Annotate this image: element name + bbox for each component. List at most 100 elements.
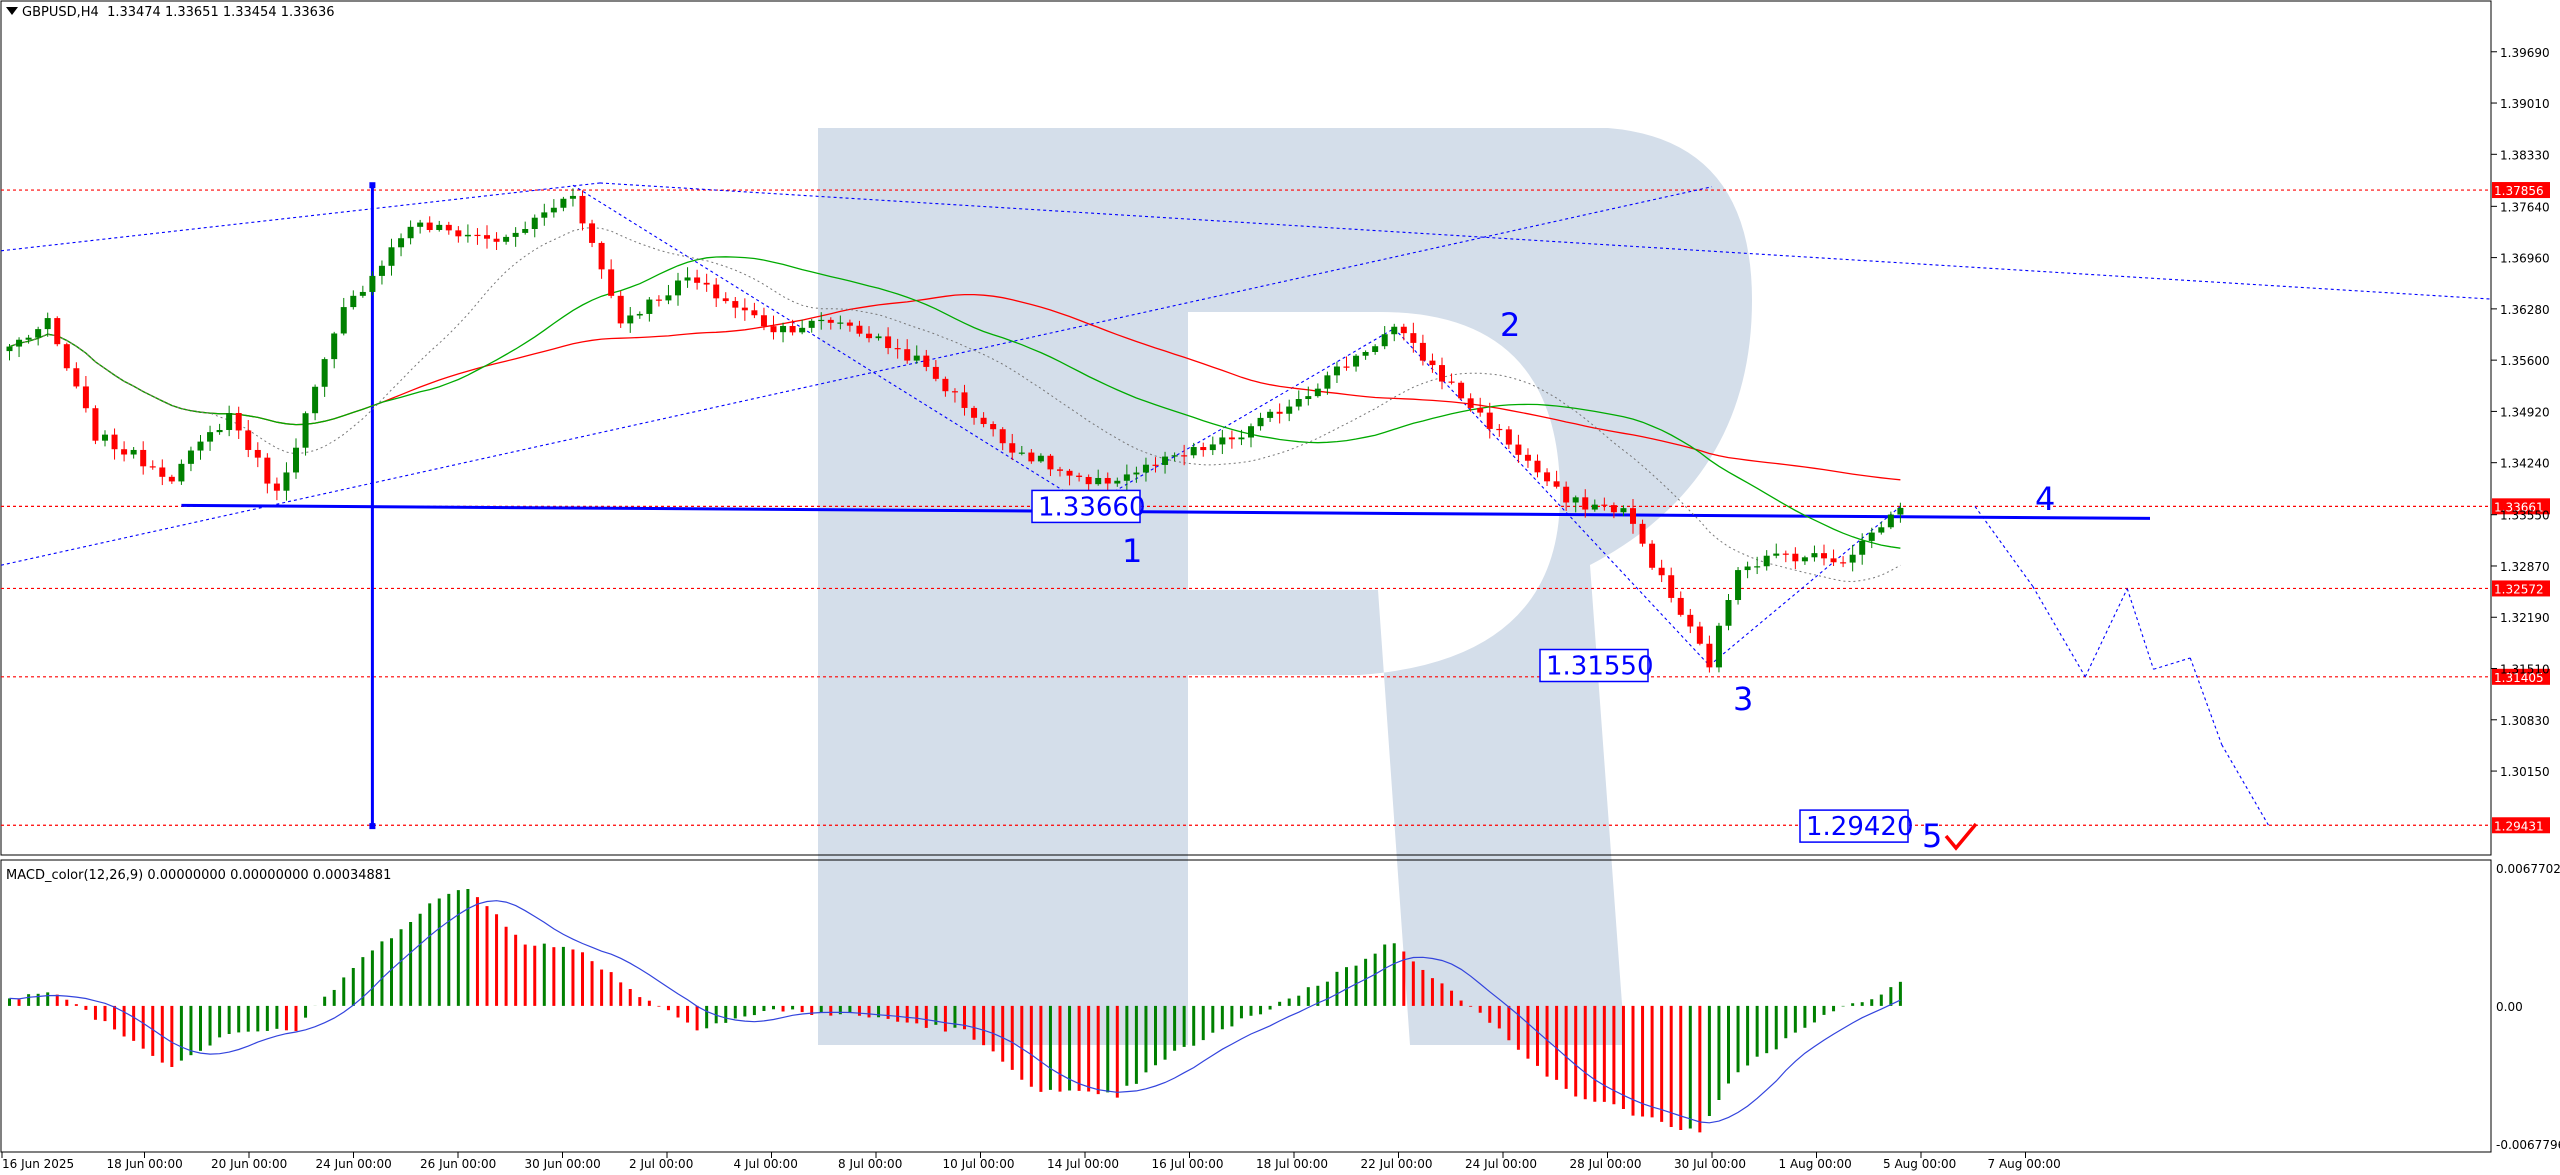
ma-fast-line: [9, 256, 1901, 549]
candle-body: [751, 310, 758, 316]
candle-body: [388, 247, 395, 266]
x-tick-label: 7 Aug 00:00: [1988, 1157, 2061, 1171]
forecast-segment: [2153, 657, 2191, 670]
candle-body: [149, 466, 156, 468]
candle-body: [1190, 447, 1197, 456]
candle-body: [25, 337, 32, 340]
y-tick-label: 1.31510: [2500, 663, 2550, 677]
wave-label: 2: [1500, 306, 1520, 344]
wave-label: 4: [2035, 480, 2055, 518]
candle-body: [1314, 388, 1321, 397]
candle-body: [1696, 626, 1703, 644]
x-tick-label: 24 Jul 00:00: [1465, 1157, 1537, 1171]
candle-body: [484, 235, 490, 239]
candle-body: [1419, 342, 1426, 361]
candle-body: [1821, 553, 1827, 559]
candle-body: [350, 295, 357, 308]
x-tick-label: 30 Jun 00:00: [525, 1157, 601, 1171]
candle-body: [837, 322, 844, 324]
candle-body: [1859, 540, 1866, 555]
forecast-segment: [2084, 588, 2128, 678]
candle-body: [1496, 428, 1503, 431]
candle-body: [1076, 475, 1083, 477]
x-tick-label: 16 Jul 00:00: [1152, 1157, 1224, 1171]
candle-body: [598, 242, 605, 270]
price-tag-label: 1.33661: [2494, 500, 2544, 514]
candle-body: [378, 265, 385, 276]
candle-body: [1878, 527, 1885, 533]
candle-body: [464, 234, 471, 237]
candle-body: [168, 476, 175, 482]
ohlc-values: 1.33474 1.33651 1.33454 1.33636: [107, 5, 335, 20]
macd-header: MACD_color(12,26,9) 0.00000000 0.0000000…: [6, 868, 391, 883]
candle-body: [245, 430, 252, 450]
candle-body: [1467, 398, 1474, 408]
candle-body: [1630, 508, 1636, 524]
forecast-segment: [1974, 506, 2034, 587]
candle-body: [455, 230, 462, 237]
forecast-segment: [2221, 744, 2270, 827]
price-pane-frame: [0, 0, 2492, 856]
candle-body: [999, 429, 1006, 444]
candle-body: [82, 386, 89, 409]
channel-upper-line: [0, 182, 601, 252]
candle-body: [417, 222, 424, 227]
candle-body: [1572, 497, 1579, 503]
x-tick-label: 8 Jul 00:00: [838, 1157, 902, 1171]
candle-body: [1286, 406, 1293, 414]
candle-body: [1744, 566, 1751, 571]
candle-body: [1782, 553, 1789, 555]
candle-body: [856, 325, 863, 334]
candle-body: [1601, 504, 1608, 506]
candle-body: [1171, 455, 1178, 457]
candle-body: [665, 295, 672, 301]
candle-body: [398, 238, 405, 248]
y-tick-label: 1.38330: [2500, 148, 2550, 162]
candle-body: [1725, 600, 1732, 626]
candle-body: [1028, 452, 1035, 462]
candle-body: [646, 299, 653, 314]
price-tag: [2492, 182, 2550, 199]
watermark-logo: [818, 128, 1752, 1045]
candle-body: [1715, 625, 1722, 668]
candle-body: [1009, 443, 1016, 453]
price-tag-label: 1.37856: [2494, 184, 2544, 198]
y-tick-label: 1.39010: [2500, 97, 2550, 111]
candle-body: [1381, 334, 1388, 347]
x-tick-label: 2 Jul 00:00: [629, 1157, 693, 1171]
candle-body: [1553, 481, 1560, 487]
candle-body: [1868, 532, 1875, 541]
candle-body: [569, 195, 576, 199]
macd-pane-frame: [0, 859, 2492, 1153]
candle-body: [1248, 426, 1254, 438]
price-annotation-box: [1799, 809, 1909, 843]
triangle-down-icon: [6, 7, 18, 15]
candle-body: [741, 307, 748, 311]
candle-body: [1544, 472, 1551, 482]
candle-body: [1811, 553, 1818, 558]
candle-body: [732, 301, 739, 308]
candle-body: [1209, 444, 1216, 451]
forecast-segment: [2189, 657, 2223, 745]
candle-body: [1104, 477, 1111, 484]
x-tick-label: 24 Jun 00:00: [316, 1157, 392, 1171]
candle-body: [684, 277, 691, 281]
candle-body: [1142, 464, 1149, 473]
price-tag-label: 1.31405: [2494, 671, 2544, 685]
candle-body: [722, 298, 729, 302]
candle-body: [1095, 477, 1102, 485]
wave-label: 1: [1122, 532, 1142, 570]
candle-body: [1228, 437, 1235, 440]
y-tick-label: 1.34920: [2500, 405, 2550, 419]
candle-body: [1362, 351, 1369, 356]
candle-body: [1162, 456, 1169, 465]
candle-body: [178, 463, 185, 482]
candle-body: [846, 322, 853, 326]
channel-lower-line: [0, 186, 1713, 566]
candle-body: [1458, 382, 1465, 399]
candle-body: [1439, 365, 1445, 382]
candle-body: [1897, 507, 1904, 515]
price-annotation-label: 1.31550: [1546, 652, 1654, 682]
candle-body: [1276, 411, 1283, 414]
candle-body: [1219, 437, 1226, 445]
